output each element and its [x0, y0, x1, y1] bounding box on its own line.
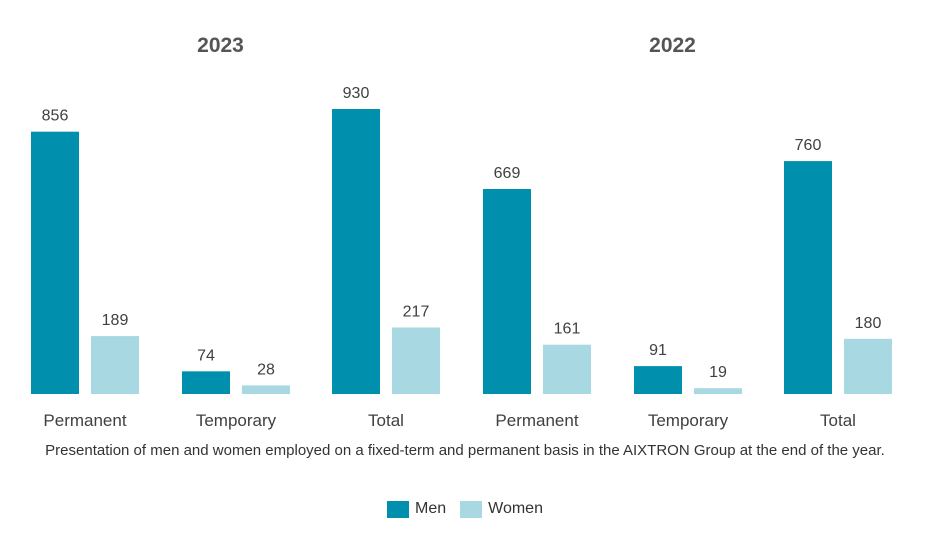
category-label-0: Permanent — [43, 411, 126, 430]
bar-men-4 — [634, 366, 682, 394]
legend-swatch-women — [460, 500, 483, 518]
category-label-5: Total — [820, 411, 856, 430]
legend-label-men: Men — [415, 500, 447, 517]
category-label-4: Temporary — [648, 411, 729, 430]
category-label-2: Total — [368, 411, 404, 430]
bar-women-5 — [844, 338, 892, 394]
data-label-men-0: 856 — [42, 108, 69, 125]
data-label-men-4: 91 — [649, 342, 667, 359]
data-label-women-4: 19 — [709, 364, 727, 381]
chart: 2023 2022 856 189 Permanent 74 28 Temporary 930 2… — [31, 34, 892, 430]
bar-men-1 — [182, 371, 230, 394]
data-label-men-3: 669 — [494, 165, 521, 182]
data-label-women-0: 189 — [102, 312, 129, 329]
data-label-women-2: 217 — [403, 304, 430, 321]
legend-item-women: Women — [460, 500, 543, 518]
category-label-1: Temporary — [196, 411, 277, 430]
data-label-men-2: 930 — [343, 85, 370, 102]
bar-men-3 — [483, 188, 531, 394]
data-label-women-3: 161 — [554, 321, 581, 338]
bar-chart-svg: 2023 2022 856 189 Permanent 74 28 Temporary 930 2… — [31, 34, 892, 430]
bar-women-0 — [91, 336, 139, 394]
data-label-men-1: 74 — [197, 347, 215, 364]
panel-title-2022: 2022 — [649, 34, 696, 57]
data-label-men-5: 760 — [795, 137, 822, 154]
data-label-women-5: 180 — [855, 315, 882, 332]
data-label-women-1: 28 — [257, 361, 275, 378]
chart-legend: Men Women — [0, 500, 930, 518]
bar-men-2 — [332, 109, 380, 394]
legend-label-women: Women — [488, 500, 543, 517]
bar-women-3 — [543, 344, 591, 394]
legend-item-men: Men — [387, 500, 446, 518]
legend-swatch-men — [387, 500, 410, 518]
panel-title-2023: 2023 — [197, 34, 244, 57]
chart-caption: Presentation of men and women employed o… — [45, 442, 885, 459]
bar-women-4 — [694, 388, 742, 394]
bar-women-1 — [242, 385, 290, 394]
category-label-3: Permanent — [495, 411, 578, 430]
bar-men-5 — [784, 161, 832, 394]
bar-women-2 — [392, 327, 440, 394]
bar-men-0 — [31, 131, 79, 394]
